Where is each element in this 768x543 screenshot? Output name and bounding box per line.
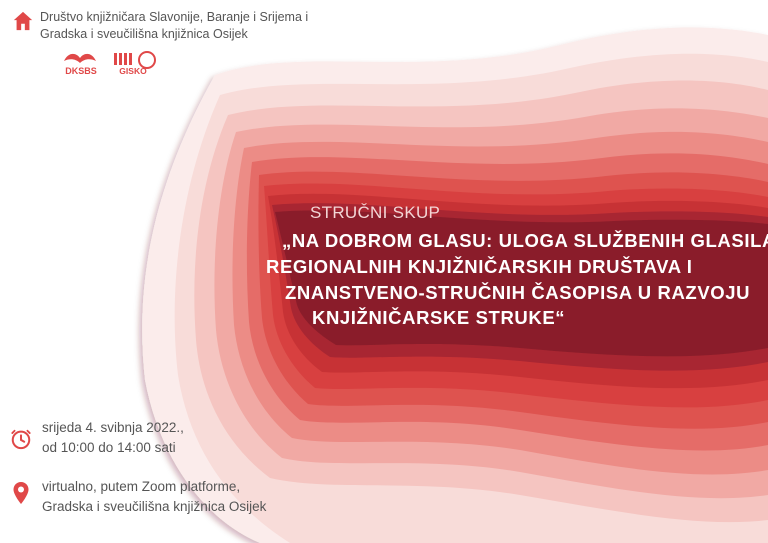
svg-text:DKSBS: DKSBS <box>65 66 97 76</box>
event-title-line-1: „NA DOBROM GLASU: ULOGA SLUŽBENIH GLASIL… <box>282 230 768 251</box>
event-location-line-2: Gradska i sveučilišna knjižnica Osijek <box>42 499 267 514</box>
event-date: srijeda 4. svibnja 2022., od 10:00 do 14… <box>42 418 184 458</box>
organizer-info: Društvo knjižničara Slavonije, Baranje i… <box>40 9 308 43</box>
dksbs-logo: DKSBS <box>64 53 97 76</box>
clock-icon <box>11 429 31 450</box>
svg-text:GISKO: GISKO <box>119 66 147 76</box>
organizer-line-1: Društvo knjižničara Slavonije, Baranje i… <box>40 10 309 24</box>
event-location: virtualno, putem Zoom platforme, Gradska… <box>42 477 266 517</box>
event-title-line-3: ZNANSTVENO-STRUČNIH ČASOPISA U RAZVOJU <box>285 282 751 303</box>
location-pin-icon <box>13 482 29 504</box>
event-time-line: od 10:00 do 14:00 sati <box>42 440 176 455</box>
event-title-line-2: REGIONALNIH KNJIŽNIČARSKIH DRUŠTAVA I <box>266 256 693 277</box>
gisko-logo: GISKO <box>114 51 156 76</box>
event-date-line-1: srijeda 4. svibnja 2022., <box>42 420 184 435</box>
home-icon <box>13 11 33 31</box>
event-subtitle: STRUČNI SKUP <box>310 203 441 222</box>
organizer-line-2: Gradska i sveučilišna knjižnica Osijek <box>40 27 248 41</box>
event-location-line-1: virtualno, putem Zoom platforme, <box>42 479 241 494</box>
event-title-line-4: KNJIŽNIČARSKE STRUKE“ <box>312 307 566 328</box>
